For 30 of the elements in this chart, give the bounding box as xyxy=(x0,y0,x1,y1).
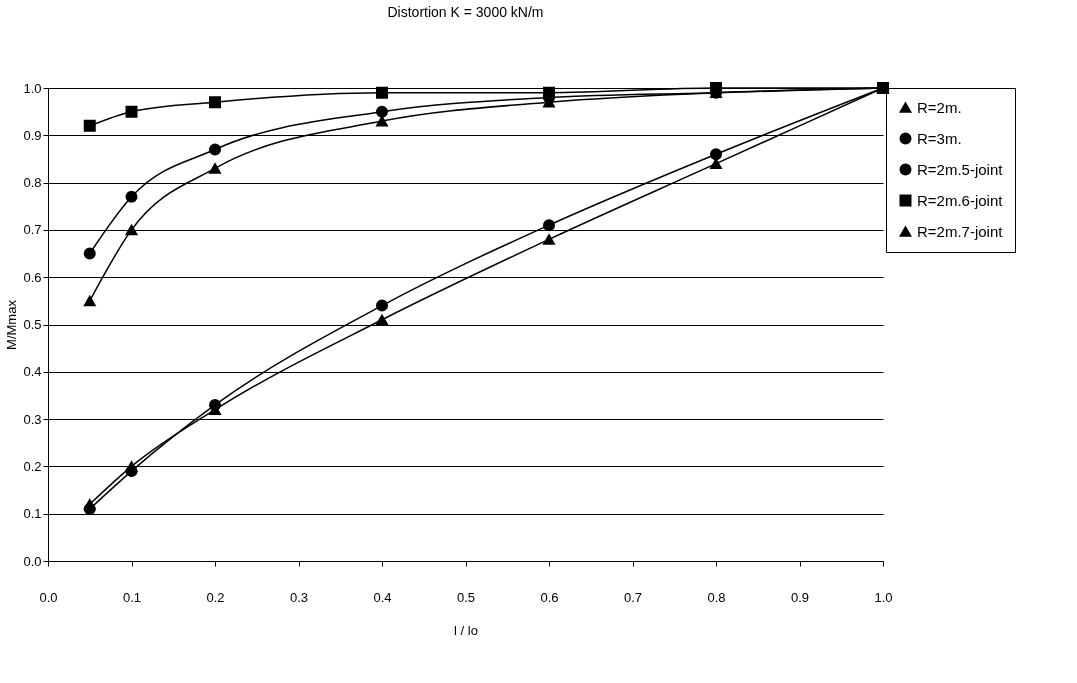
x-tick-label: 0.0 xyxy=(39,589,58,605)
x-tick-label: 0.6 xyxy=(540,589,559,605)
legend-label: R=2m.6-joint xyxy=(917,191,1004,209)
y-tick-label: 0.3 xyxy=(23,411,42,427)
x-tick-label: 0.2 xyxy=(206,589,225,605)
y-tick-label: 0.9 xyxy=(23,127,42,143)
y-tick-label: 0.6 xyxy=(23,269,42,285)
y-tick-label: 0.4 xyxy=(23,364,42,380)
x-tick-label: 0.5 xyxy=(456,589,476,605)
y-tick-label: 0.5 xyxy=(23,317,42,332)
chart-title: Distortion K = 3000 kN/m xyxy=(387,3,544,20)
y-tick-label: 0.8 xyxy=(23,175,42,191)
y-tick-label: 0.1 xyxy=(23,506,42,522)
x-tick-label: 0.4 xyxy=(373,589,392,605)
x-tick-label: 0.8 xyxy=(707,589,726,605)
y-tick-label: 0.2 xyxy=(23,458,42,474)
legend-label: R=3m. xyxy=(917,129,962,147)
y-tick-label: 1.0 xyxy=(23,80,42,96)
x-axis-title: l / lo xyxy=(454,622,478,638)
x-tick-label: 0.1 xyxy=(122,589,142,605)
x-tick-label: 1.0 xyxy=(874,589,893,605)
x-tick-label: 0.3 xyxy=(289,589,309,605)
legend-label: R=2m.5-joint xyxy=(917,160,1004,178)
x-tick-label: 0.9 xyxy=(790,589,810,605)
y-tick-label: 0.0 xyxy=(23,553,42,569)
y-axis-title: M/Mmax xyxy=(4,299,20,350)
legend-label: R=2m. xyxy=(917,98,962,116)
legend-label: R=2m.7-joint xyxy=(917,222,1004,240)
x-tick-label: 0.7 xyxy=(623,589,643,605)
y-tick-label: 0.7 xyxy=(23,222,42,238)
